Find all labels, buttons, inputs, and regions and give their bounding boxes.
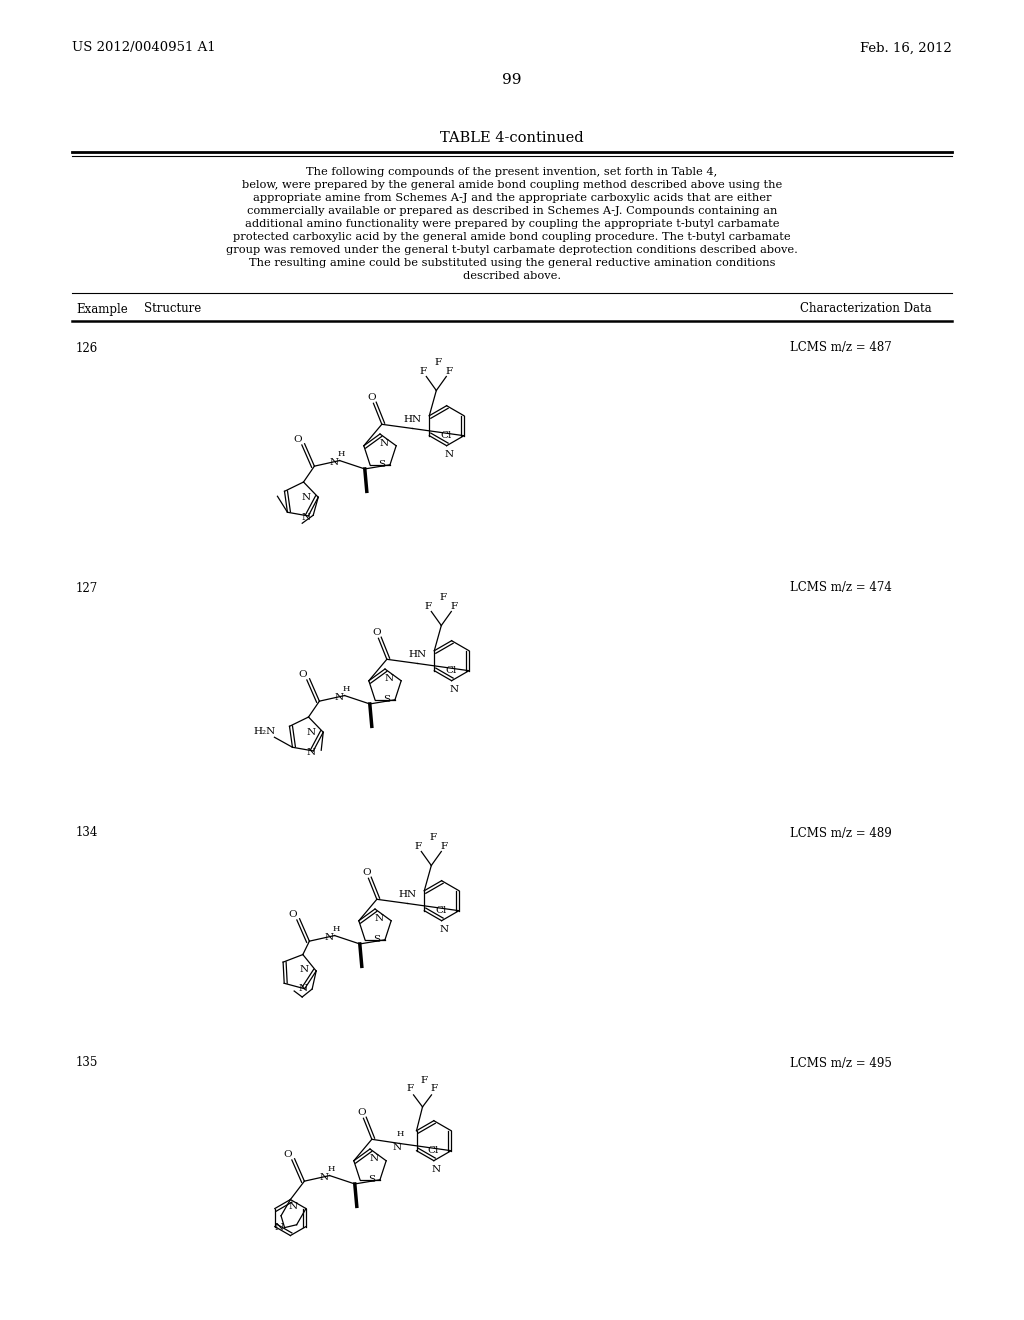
Text: S: S <box>373 936 380 944</box>
Text: commercially available or prepared as described in Schemes A-J. Compounds contai: commercially available or prepared as de… <box>247 206 777 216</box>
Text: N: N <box>379 440 388 449</box>
Text: N: N <box>439 925 449 935</box>
Text: F: F <box>425 602 432 611</box>
Text: F: F <box>421 1076 428 1085</box>
Text: O: O <box>368 393 376 401</box>
Text: H: H <box>343 685 350 693</box>
Text: O: O <box>357 1107 366 1117</box>
Text: HN: HN <box>398 890 417 899</box>
Text: N: N <box>431 1166 440 1175</box>
Text: F: F <box>430 833 437 842</box>
Text: Structure: Structure <box>144 302 202 315</box>
Text: Cl: Cl <box>435 907 446 915</box>
Text: LCMS m/z = 489: LCMS m/z = 489 <box>790 826 892 840</box>
Text: N: N <box>289 1203 298 1210</box>
Text: 126: 126 <box>76 342 98 355</box>
Text: N: N <box>450 685 458 694</box>
Text: F: F <box>439 593 446 602</box>
Text: Example: Example <box>76 302 128 315</box>
Text: Cl: Cl <box>427 1146 439 1155</box>
Text: S: S <box>383 696 390 705</box>
Text: N: N <box>374 915 383 923</box>
Text: O: O <box>298 671 307 680</box>
Text: Cl: Cl <box>445 667 457 676</box>
Text: HN: HN <box>403 414 422 424</box>
Text: group was removed under the general t-butyl carbamate deprotection conditions de: group was removed under the general t-bu… <box>226 246 798 255</box>
Text: N: N <box>274 1224 284 1232</box>
Text: F: F <box>420 367 427 376</box>
Text: LCMS m/z = 487: LCMS m/z = 487 <box>790 342 892 355</box>
Text: Characterization Data: Characterization Data <box>800 302 932 315</box>
Text: N: N <box>334 693 343 702</box>
Text: N: N <box>324 933 333 942</box>
Text: N: N <box>369 1154 378 1163</box>
Text: N: N <box>307 748 315 758</box>
Text: N: N <box>298 985 307 993</box>
Text: N: N <box>301 492 310 502</box>
Text: S: S <box>368 1175 375 1184</box>
Text: The resulting amine could be substituted using the general reductive amination c: The resulting amine could be substituted… <box>249 257 775 268</box>
Text: S: S <box>378 461 385 469</box>
Text: N: N <box>302 513 311 523</box>
Text: US 2012/0040951 A1: US 2012/0040951 A1 <box>72 41 216 54</box>
Text: LCMS m/z = 495: LCMS m/z = 495 <box>790 1056 892 1069</box>
Text: H: H <box>396 1130 403 1138</box>
Text: 135: 135 <box>76 1056 98 1069</box>
Text: O: O <box>293 436 302 445</box>
Text: F: F <box>415 842 422 851</box>
Text: below, were prepared by the general amide bond coupling method described above u: below, were prepared by the general amid… <box>242 180 782 190</box>
Text: F: F <box>451 602 458 611</box>
Text: protected carboxylic acid by the general amide bond coupling procedure. The t-bu: protected carboxylic acid by the general… <box>233 232 791 242</box>
Text: F: F <box>407 1085 414 1093</box>
Text: H: H <box>333 924 340 932</box>
Text: The following compounds of the present invention, set forth in Table 4,: The following compounds of the present i… <box>306 168 718 177</box>
Text: additional amino functionality were prepared by coupling the appropriate t-butyl: additional amino functionality were prep… <box>245 219 779 228</box>
Text: H₂N: H₂N <box>253 727 275 735</box>
Text: described above.: described above. <box>463 271 561 281</box>
Text: O: O <box>372 628 381 636</box>
Text: F: F <box>445 367 453 376</box>
Text: H: H <box>328 1164 335 1172</box>
Text: 99: 99 <box>502 73 522 87</box>
Text: HN: HN <box>409 649 427 659</box>
Text: appropriate amine from Schemes A-J and the appropriate carboxylic acids that are: appropriate amine from Schemes A-J and t… <box>253 193 771 203</box>
Text: LCMS m/z = 474: LCMS m/z = 474 <box>790 582 892 594</box>
Text: H: H <box>338 450 345 458</box>
Text: N: N <box>299 965 308 974</box>
Text: Feb. 16, 2012: Feb. 16, 2012 <box>860 41 952 54</box>
Text: O: O <box>289 911 297 919</box>
Text: F: F <box>435 358 442 367</box>
Text: N: N <box>319 1173 328 1181</box>
Text: F: F <box>431 1085 438 1093</box>
Text: N: N <box>392 1143 401 1152</box>
Text: TABLE 4-continued: TABLE 4-continued <box>440 131 584 145</box>
Text: N: N <box>329 458 338 467</box>
Text: F: F <box>440 842 447 851</box>
Text: N: N <box>306 727 315 737</box>
Text: N: N <box>444 450 454 459</box>
Text: O: O <box>284 1150 292 1159</box>
Text: Cl: Cl <box>440 432 452 440</box>
Text: O: O <box>362 867 371 876</box>
Text: 127: 127 <box>76 582 98 594</box>
Text: 134: 134 <box>76 826 98 840</box>
Text: N: N <box>384 675 393 684</box>
